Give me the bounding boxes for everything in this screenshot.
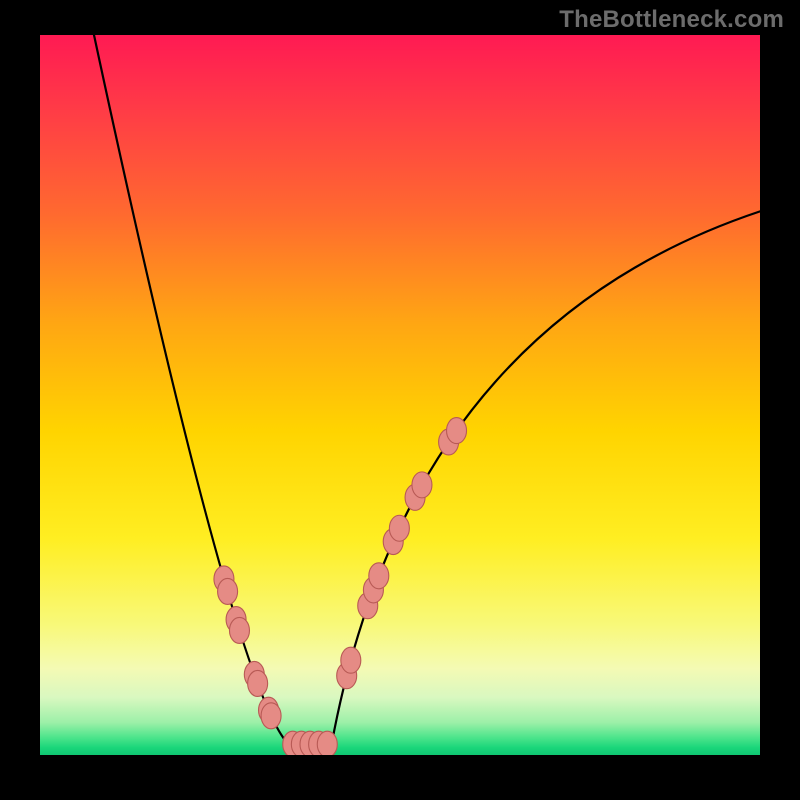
marker-right-4 [369,563,389,589]
marker-left-7 [261,703,281,729]
marker-right-8 [412,472,432,498]
marker-left-5 [248,670,268,696]
marker-left-3 [229,617,249,643]
bottleneck-chart [0,0,800,800]
marker-right-6 [389,515,409,541]
plot-area [40,35,760,755]
marker-right-1 [341,647,361,673]
marker-floor-4 [317,731,337,757]
chart-root: TheBottleneck.com [0,0,800,800]
marker-left-1 [218,578,238,604]
marker-right-10 [447,418,467,444]
